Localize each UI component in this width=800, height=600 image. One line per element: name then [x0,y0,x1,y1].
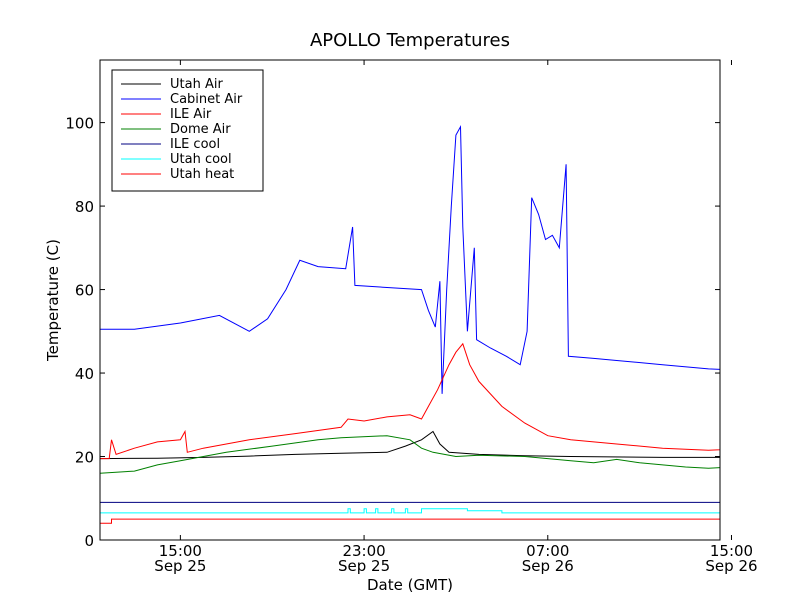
x-tick-label-date: Sep 25 [154,557,206,575]
series-line-utah-heat [100,518,720,524]
plot-frame [99,59,721,541]
legend-label: Utah heat [170,167,234,182]
y-tick-label: 60 [75,282,94,300]
x-tick-label-time: 15:00 [710,542,753,560]
legend-label: Utah Air [170,77,223,92]
x-tick-label-date: Sep 25 [338,557,390,575]
series-line-dome-air [100,435,720,474]
x-tick-label-time: 23:00 [342,542,385,560]
x-tick-label-date: Sep 26 [705,557,757,575]
y-tick-label: 20 [75,449,94,467]
legend-label: Cabinet Air [170,92,243,107]
series-line-utah-cool [100,508,720,514]
series-layer [100,124,720,524]
legend-label: ILE cool [170,137,220,152]
y-tick-label: 40 [75,365,94,383]
series-line-cabinet-air [100,124,720,394]
legend-label: Dome Air [170,122,231,137]
legend-frame [111,69,264,192]
y-tick-label: 0 [84,532,94,550]
y-tick-label: 100 [65,115,94,133]
x-tick-label-time: 15:00 [159,542,202,560]
legend-label: Utah cool [170,152,232,167]
chart-title: APOLLO Temperatures [310,30,510,51]
y-axis-label: Temperature (C) [44,239,62,362]
series-line-utah-air [100,430,720,460]
x-tick-label-date: Sep 26 [522,557,574,575]
x-tick-label-time: 07:00 [526,542,569,560]
series-line-ile-air [100,342,720,460]
x-axis-label: Date (GMT) [367,576,453,594]
legend-label: ILE Air [170,107,212,122]
y-tick-label: 80 [75,198,94,216]
